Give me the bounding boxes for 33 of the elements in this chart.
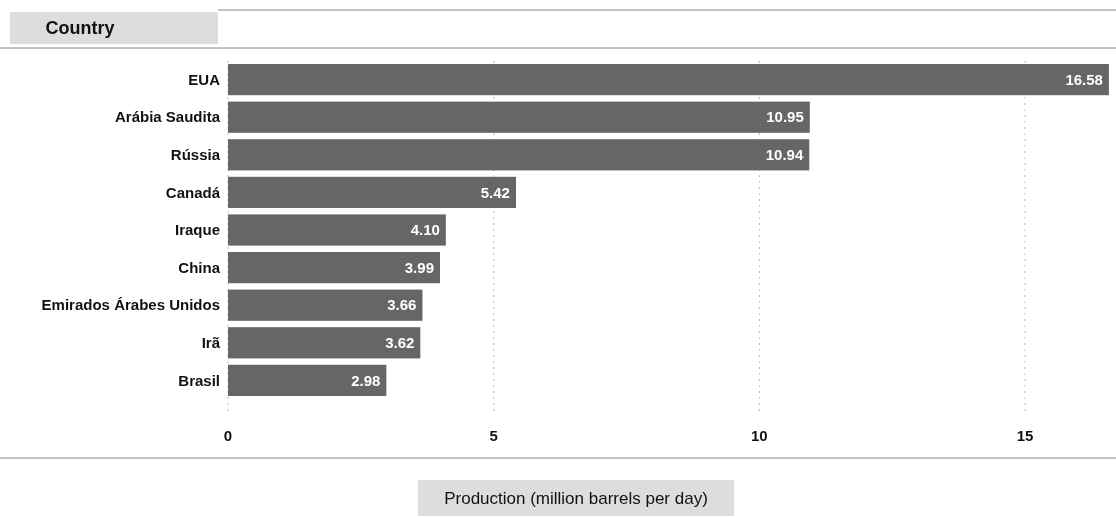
y-tick-label: EUA [188,70,221,88]
x-axis-title: Production (million barrels per day) [444,488,708,508]
bar [228,101,810,133]
y-axis-title: Country [45,18,115,39]
data-label: 5.42 [480,183,510,201]
bar [228,64,1109,96]
bar [228,327,421,359]
data-label: 3.62 [385,334,415,352]
data-label: 10.94 [765,146,804,164]
data-label: 16.58 [1065,70,1103,88]
data-label: 3.99 [404,258,434,276]
data-label: 3.66 [387,296,417,314]
x-tick-label: 15 [1016,427,1034,445]
y-tick-label: Brasil [178,371,220,389]
data-label: 10.95 [766,108,804,126]
y-tick-label: Arábia Saudita [114,108,221,126]
bar [228,139,810,171]
bar [228,364,387,396]
bar [228,214,446,246]
y-tick-label: China [178,258,221,276]
bar [228,251,440,284]
y-tick-label: Iraque [174,221,220,239]
y-tick-label: Irã [201,334,221,352]
y-tick-label: Rússia [170,146,221,164]
x-tick-label: 5 [489,427,498,445]
bar [228,176,516,209]
data-label: 4.10 [410,221,440,239]
data-label: 2.98 [351,371,381,389]
y-tick-label: Canadá [165,183,221,201]
y-tick-label: Emirados Árabes Unidos [41,296,220,314]
x-tick-label: 10 [750,427,768,445]
bar [228,289,423,321]
x-tick-label: 0 [223,427,233,445]
